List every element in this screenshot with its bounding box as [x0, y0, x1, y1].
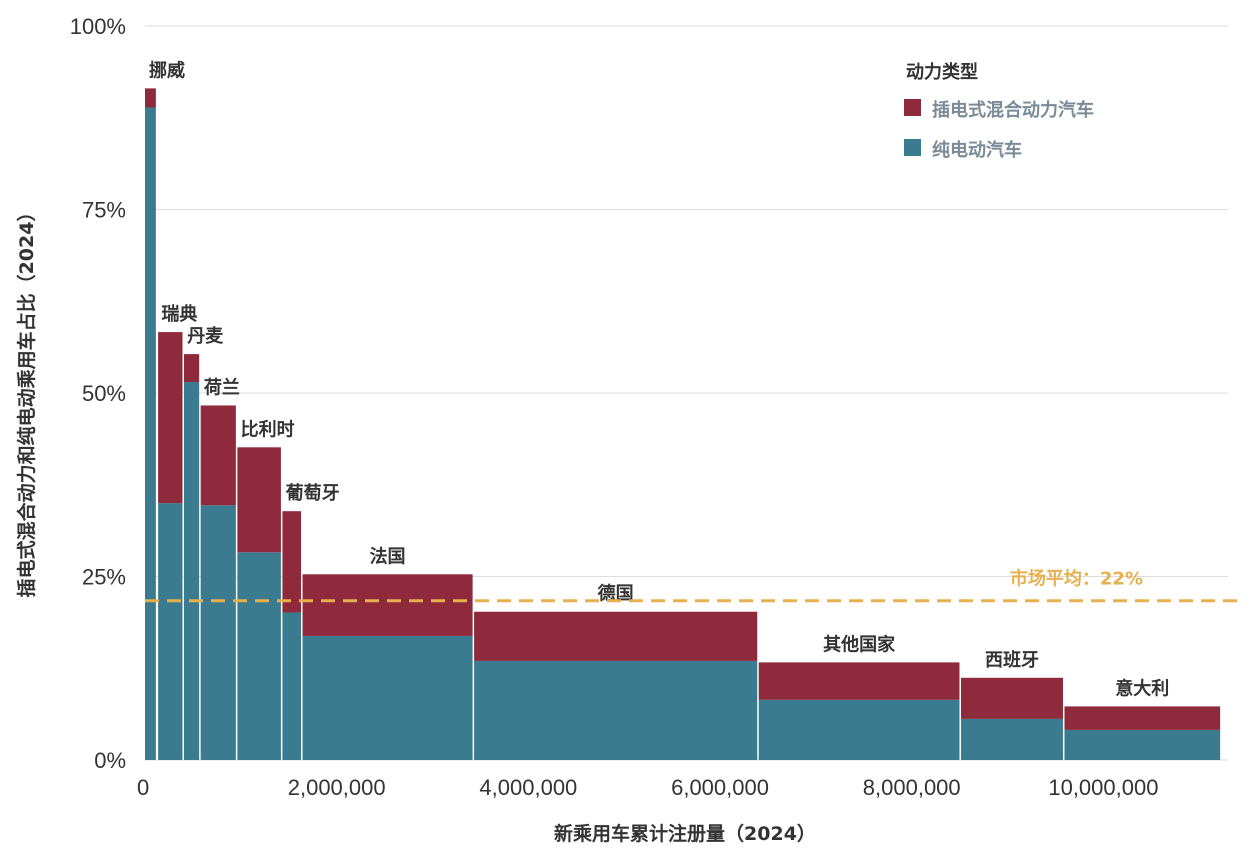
bev-bar [200, 505, 236, 760]
x-tick-label: 0 [137, 775, 149, 800]
country-label: 德国 [598, 583, 634, 605]
phev-bar [200, 405, 236, 506]
x-tick-label: 8,000,000 [863, 775, 961, 800]
legend-swatch-phev [904, 99, 921, 116]
x-tick-label: 2,000,000 [288, 775, 386, 800]
y-tick-label: 100% [70, 14, 126, 39]
country-label: 比利时 [241, 418, 295, 440]
country-label: 葡萄牙 [285, 482, 340, 504]
bev-bar [474, 660, 758, 760]
bev-bar [145, 107, 156, 760]
x-tick-label: 10,000,000 [1048, 775, 1158, 800]
x-tick-label: 4,000,000 [479, 775, 577, 800]
country-label: 意大利 [1115, 677, 1169, 699]
phev-bar [237, 447, 281, 553]
average-line-group: 市场平均：22% [145, 568, 1240, 603]
phev-bar [282, 511, 302, 613]
y-axis-title: 插电式混合动力和纯电动乘用车占比（2024） [15, 203, 38, 598]
y-tick-label: 0% [94, 748, 126, 773]
legend-label-phev: 插电式混合动力汽车 [932, 99, 1094, 121]
legend-swatch-bev [904, 139, 921, 156]
bev-bar [183, 381, 200, 760]
y-tick-labels: 0% 25% 50% 75% 100% [70, 14, 126, 773]
y-tick-label: 75% [82, 198, 126, 223]
country-label: 其他国家 [823, 633, 896, 655]
phev-bar [158, 332, 183, 504]
bev-bar [158, 503, 183, 760]
bev-bar [282, 612, 302, 760]
phev-bar [474, 611, 758, 661]
legend-title: 动力类型 [906, 61, 978, 83]
legend: 动力类型 插电式混合动力汽车 纯电动汽车 [904, 61, 1094, 161]
country-label: 荷兰 [204, 376, 240, 398]
bev-bar [960, 718, 1063, 760]
phev-bar [302, 574, 473, 636]
phev-bar [145, 88, 156, 108]
bars [145, 88, 1221, 760]
bev-bar [237, 552, 281, 760]
bev-bar [302, 635, 473, 760]
country-label: 西班牙 [985, 650, 1039, 671]
legend-label-bev: 纯电动汽车 [932, 139, 1022, 161]
x-axis-title: 新乘用车累计注册量（2024） [554, 822, 816, 845]
country-label: 丹麦 [187, 325, 224, 347]
x-tick-labels: 0 2,000,000 4,000,000 6,000,000 8,000,000 10,… [137, 775, 1158, 800]
x-tick-label: 6,000,000 [671, 775, 769, 800]
bev-bar [758, 699, 960, 760]
phev-bar [960, 677, 1063, 719]
y-tick-label: 25% [82, 565, 126, 590]
bev-bar [1064, 729, 1221, 760]
phev-bar [1064, 706, 1221, 730]
average-label: 市场平均：22% [1010, 568, 1143, 590]
y-tick-label: 50% [82, 381, 126, 406]
phev-bar [758, 662, 960, 700]
country-label: 法国 [370, 545, 406, 567]
country-label: 挪威 [149, 59, 185, 81]
phev-bar [183, 354, 200, 382]
country-label: 瑞典 [161, 303, 197, 325]
